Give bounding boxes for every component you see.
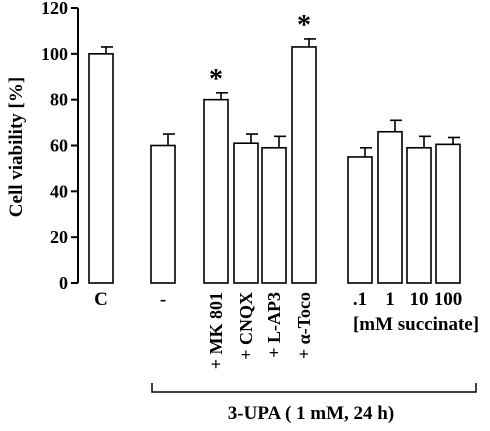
y-axis-label: Cell viability [%] bbox=[6, 77, 27, 217]
x-tick-label: + L-AP3 bbox=[264, 292, 284, 358]
x-tick-label: C bbox=[94, 289, 108, 310]
x-tick-label: 10 bbox=[410, 289, 429, 310]
bar bbox=[347, 156, 373, 284]
y-tick-label: 20 bbox=[50, 227, 68, 247]
treatment-bracket-label: 3-UPA ( 1 mM, 24 h) bbox=[228, 403, 394, 424]
x-tick-label: 100 bbox=[434, 289, 463, 310]
bar bbox=[203, 98, 229, 284]
x-tick-labels: C - + MK 801 + CNQX + L-AP3 + α-Toco .1 1 10 100 bbox=[94, 289, 462, 369]
bar bbox=[150, 144, 176, 284]
y-tick-label: 120 bbox=[41, 0, 68, 18]
bar bbox=[261, 146, 287, 284]
bar bbox=[435, 143, 461, 284]
bar bbox=[377, 130, 403, 284]
bar bbox=[406, 146, 432, 284]
bar bbox=[88, 53, 114, 284]
x-tick-label: 1 bbox=[385, 289, 395, 310]
bar bbox=[291, 46, 317, 284]
y-tick-label: 100 bbox=[41, 44, 68, 64]
y-tick-label: 80 bbox=[50, 90, 68, 110]
x-tick-label: + α-Toco bbox=[294, 292, 314, 359]
significance-star: * bbox=[297, 10, 311, 41]
significance-star: * bbox=[209, 64, 223, 95]
y-tick-label: 40 bbox=[50, 181, 68, 201]
y-tick-label: 60 bbox=[50, 136, 68, 156]
x-tick-label: + MK 801 bbox=[206, 292, 226, 369]
y-axis: 0 20 40 60 80 100 120 bbox=[41, 0, 79, 293]
bar bbox=[233, 142, 259, 284]
succinate-group-label: [mM succinate] bbox=[353, 314, 479, 335]
x-tick-label: - bbox=[160, 289, 166, 310]
x-tick-label: .1 bbox=[353, 289, 367, 310]
bars: ** bbox=[88, 10, 461, 284]
treatment-bracket bbox=[151, 383, 477, 393]
x-tick-label: + CNQX bbox=[236, 292, 256, 360]
y-tick-label: 0 bbox=[59, 273, 68, 293]
